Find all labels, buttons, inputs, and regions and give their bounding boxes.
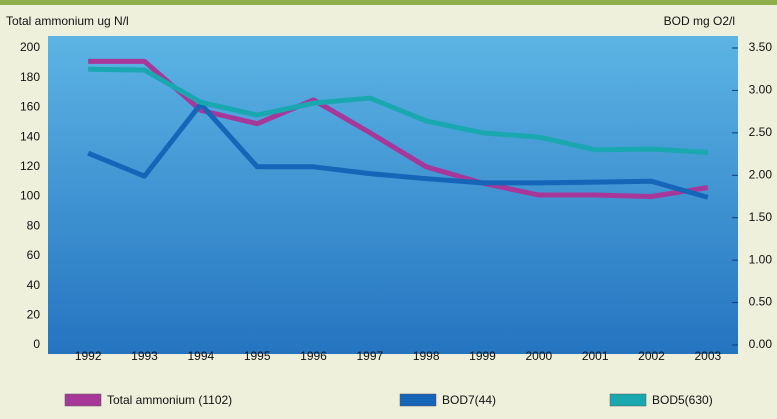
- x-tick-label: 2003: [694, 349, 721, 363]
- x-tick-label: 1995: [244, 349, 271, 363]
- y-tick-label: 0: [33, 337, 40, 351]
- x-tick-label: 1998: [413, 349, 440, 363]
- series-line: [87, 101, 709, 200]
- y2-tick-label: 0.50: [749, 295, 773, 309]
- y-tick-label: 40: [27, 278, 41, 292]
- y2-tick-label: 3.50: [749, 40, 773, 54]
- y2-axis-title: BOD mg O2/l: [664, 14, 735, 28]
- series-line: [88, 58, 709, 199]
- y-tick-label: 60: [27, 248, 41, 262]
- y-tick-label: 200: [20, 40, 40, 54]
- y-axis-title: Total ammonium ug N/l: [6, 14, 129, 28]
- legend-swatch: [399, 393, 437, 407]
- x-tick-label: 1997: [356, 349, 383, 363]
- y2-tick-label: 0.00: [749, 337, 773, 351]
- y-tick-label: 120: [20, 159, 40, 173]
- y-tick-label: 180: [20, 70, 40, 84]
- y-tick-label: 20: [27, 307, 41, 321]
- x-tick-label: 1996: [300, 349, 327, 363]
- legend-label: Total ammonium (1102): [107, 393, 232, 407]
- x-tick-label: 1994: [187, 349, 214, 363]
- legend-label: BOD7(44): [442, 393, 496, 407]
- x-tick-label: 2002: [638, 349, 665, 363]
- y-tick-label: 80: [27, 218, 41, 232]
- top-stripe: [0, 0, 777, 5]
- x-tick-label: 2000: [525, 349, 552, 363]
- legend-swatch: [609, 393, 647, 407]
- y2-tick-label: 2.00: [749, 167, 773, 181]
- y2-tick-label: 3.00: [749, 83, 773, 97]
- legend-swatch: [64, 393, 102, 407]
- x-tick-label: 1992: [75, 349, 102, 363]
- y-tick-label: 100: [20, 189, 40, 203]
- y2-tick-label: 1.00: [749, 252, 773, 266]
- legend-label: BOD5(630): [652, 393, 713, 407]
- x-tick-label: 1993: [131, 349, 158, 363]
- y2-tick-label: 2.50: [749, 125, 773, 139]
- y-tick-label: 160: [20, 100, 40, 114]
- x-tick-label: 1999: [469, 349, 496, 363]
- y2-tick-label: 1.50: [749, 210, 773, 224]
- series-line: [88, 66, 708, 155]
- x-tick-label: 2001: [582, 349, 609, 363]
- y-tick-label: 140: [20, 129, 40, 143]
